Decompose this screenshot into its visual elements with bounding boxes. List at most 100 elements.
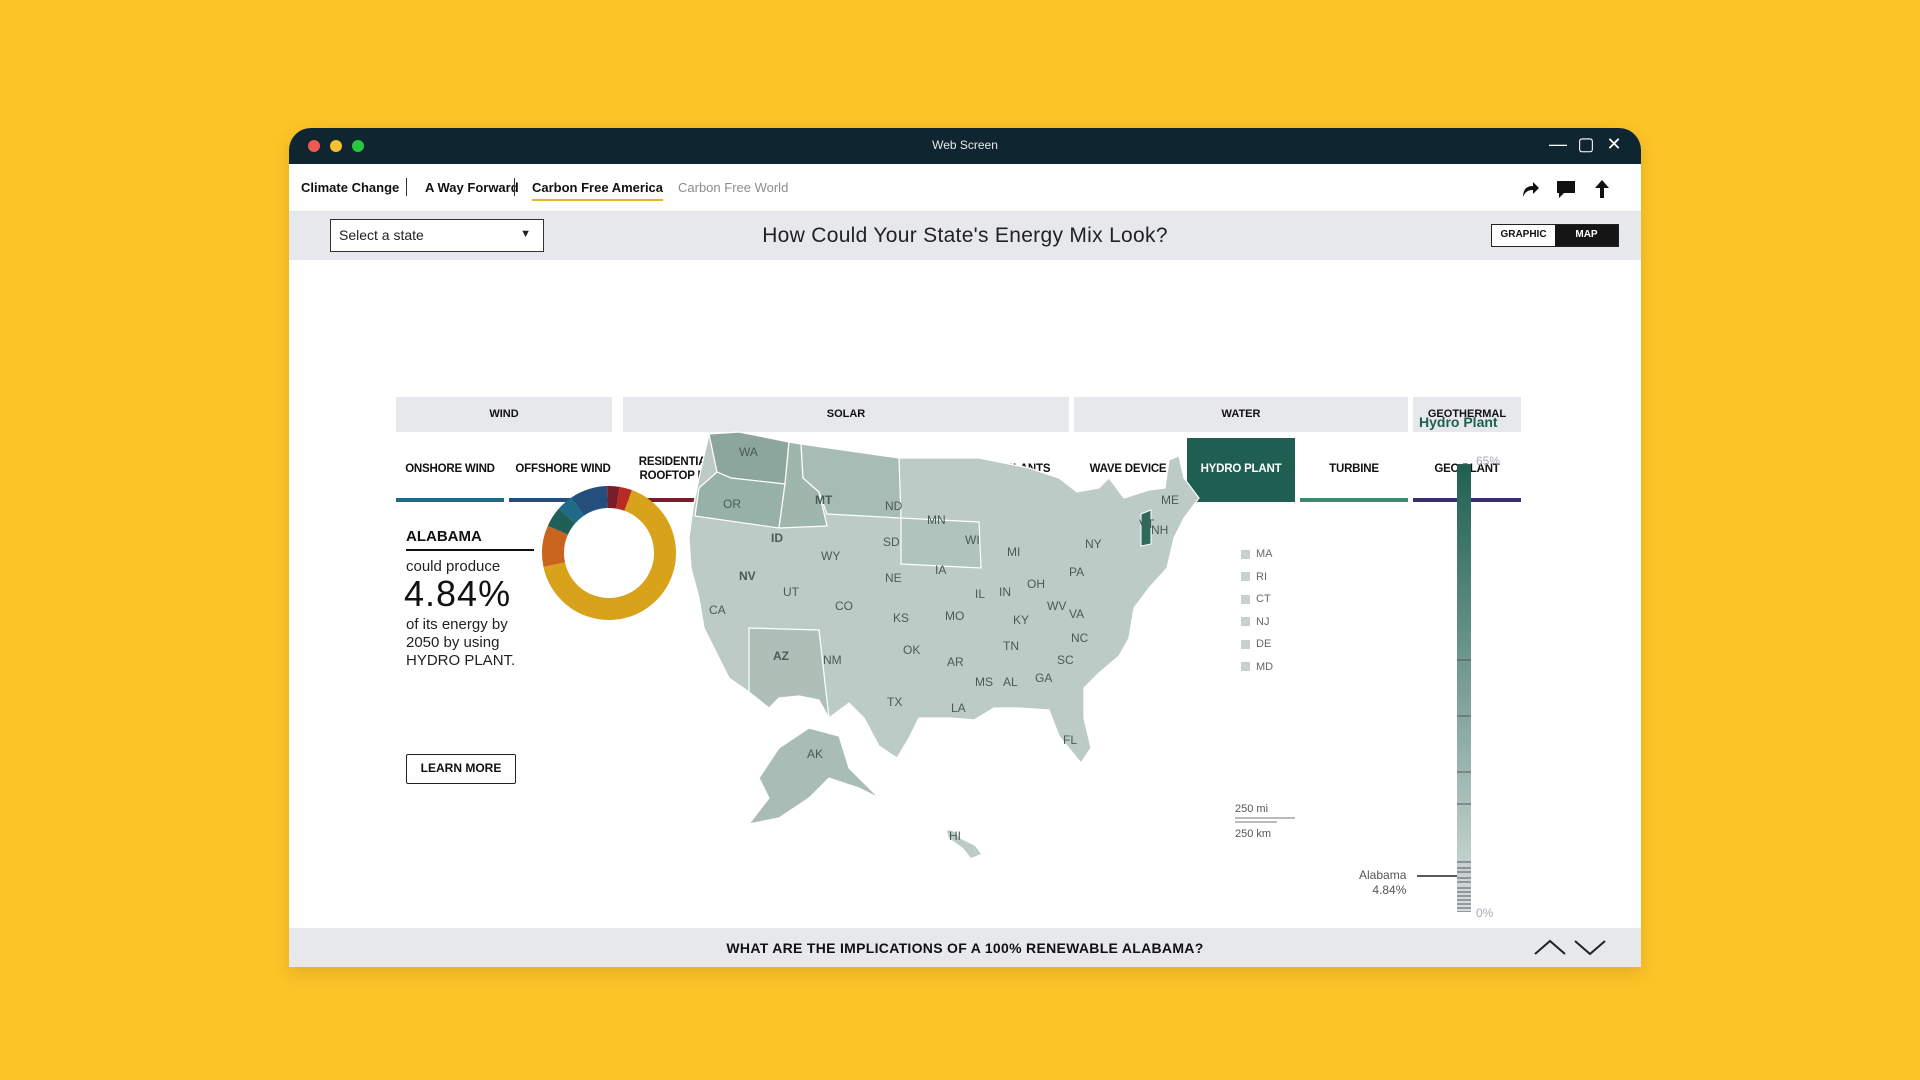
bottom-bar: WHAT ARE THE IMPLICATIONS OF A 100% RENE…	[289, 928, 1641, 967]
state-label-al: AL	[1003, 675, 1018, 689]
title-bar: Web Screen ― ▢ ✕	[289, 128, 1641, 164]
minimize-traffic-light[interactable]	[330, 140, 342, 152]
category-tab-turbine[interactable]: TURBINE	[1300, 438, 1408, 502]
legend-swatch	[1241, 662, 1250, 672]
state-underline	[406, 549, 534, 551]
state-label-sc: SC	[1057, 653, 1074, 667]
zoom-traffic-light[interactable]	[352, 140, 364, 152]
state-label-nd: ND	[885, 499, 903, 513]
toggle-graphic[interactable]: GRAPHIC	[1492, 225, 1555, 246]
comment-icon[interactable]	[1555, 178, 1577, 200]
state-label-ok: OK	[903, 643, 920, 657]
state-label-mt: MT	[815, 493, 833, 507]
category-tab-label: ONSHORE WIND	[405, 463, 495, 476]
chevron-up-icon[interactable]	[1531, 936, 1569, 958]
state-label-ia: IA	[935, 563, 946, 577]
northeast-state-legend: MA RI CT NJ DE MD	[1241, 543, 1273, 678]
share-icon[interactable]	[1518, 178, 1540, 200]
state-select-value: Select a state	[339, 227, 424, 243]
dropdown-arrow-icon: ▼	[520, 228, 531, 240]
state-label-co: CO	[835, 599, 853, 613]
ne-legend-item[interactable]: MD	[1241, 656, 1273, 679]
close-traffic-light[interactable]	[308, 140, 320, 152]
category-tab-onshore-wind[interactable]: ONSHORE WIND	[396, 438, 504, 502]
category-color-line	[1300, 498, 1408, 502]
state-label-mi: MI	[1007, 545, 1020, 559]
browser-window: Web Screen ― ▢ ✕ Climate Change A Way Fo…	[289, 128, 1641, 967]
learn-more-button[interactable]: LEARN MORE	[406, 754, 516, 784]
state-label-mo: MO	[945, 609, 964, 623]
page-title: How Could Your State's Energy Mix Look?	[762, 224, 1168, 247]
state-label-ks: KS	[893, 611, 909, 625]
ne-legend-item[interactable]: CT	[1241, 588, 1273, 611]
state-label-tn: TN	[1003, 639, 1019, 653]
scale-max-label: 65%	[1476, 454, 1501, 468]
category-tab-label: WAVE DEVICE	[1089, 463, 1167, 476]
state-label-ms: MS	[975, 675, 993, 689]
group-geothermal: GEOTHERMAL	[1413, 397, 1521, 432]
state-label-va: VA	[1069, 607, 1084, 621]
ne-legend-item[interactable]: DE	[1241, 633, 1273, 656]
legend-swatch	[1241, 617, 1250, 627]
ne-legend-item[interactable]: RI	[1241, 566, 1273, 589]
category-tab-hydro-plant[interactable]: HYDRO PLANT	[1187, 438, 1295, 502]
category-tab-label: TURBINE	[1329, 463, 1379, 476]
category-color-line	[396, 498, 504, 502]
us-map[interactable]: WA OR CA NV ID MT WY UT AZ CO NM ND SD NE KS OK TX MN IA MO…	[679, 418, 1239, 918]
top-nav: Climate Change A Way Forward Carbon Free…	[289, 164, 1641, 212]
state-label-nh: NH	[1151, 523, 1168, 537]
maximize-icon[interactable]: ▢	[1577, 134, 1595, 154]
state-hi[interactable]	[947, 830, 981, 858]
state-label-id: ID	[771, 531, 783, 545]
legend-swatch	[1241, 549, 1250, 559]
state-sd[interactable]	[900, 517, 982, 569]
scale-km-label: 250 km	[1235, 828, 1272, 840]
state-label-wa: WA	[739, 445, 758, 459]
nav-carbon-free-america[interactable]: Carbon Free America	[532, 180, 664, 201]
bottom-question[interactable]: WHAT ARE THE IMPLICATIONS OF A 100% RENE…	[726, 940, 1204, 956]
state-label-ga: GA	[1035, 671, 1052, 685]
category-color-line	[622, 498, 730, 502]
category-tab-offshore-wind[interactable]: OFFSHORE WIND	[509, 438, 617, 502]
close-icon[interactable]: ✕	[1606, 134, 1622, 154]
state-label-ak: AK	[807, 747, 823, 761]
energy-description: of its energy by 2050 by using HYDRO PLA…	[406, 616, 516, 669]
could-produce-text: could produce	[406, 558, 501, 575]
nav-a-way-forward[interactable]: A Way Forward	[425, 180, 519, 195]
donut-segment	[607, 486, 620, 509]
ne-legend-item[interactable]: MA	[1241, 543, 1273, 566]
state-label-nm: NM	[823, 653, 842, 667]
state-label-nv: NV	[739, 569, 756, 583]
state-label-pa: PA	[1069, 565, 1084, 579]
donut-segment	[542, 525, 569, 567]
view-toggle: GRAPHIC MAP	[1491, 224, 1619, 247]
state-label-ny: NY	[1085, 537, 1102, 551]
state-label-la: LA	[951, 701, 966, 715]
scale-mi-label: 250 mi	[1235, 803, 1269, 815]
state-label-mn: MN	[927, 513, 946, 527]
legend-swatch	[1241, 572, 1250, 582]
map-scale: 250 mi 250 km	[1231, 803, 1301, 840]
ne-legend-item[interactable]: NJ	[1241, 611, 1273, 634]
minimize-icon[interactable]: ―	[1549, 134, 1567, 154]
state-label-vt: VT	[1139, 517, 1155, 531]
upload-icon[interactable]	[1591, 178, 1613, 200]
toggle-map[interactable]: MAP	[1555, 225, 1618, 246]
state-az[interactable]	[748, 627, 830, 719]
state-label-or: OR	[723, 497, 741, 511]
hydro-scale-bar	[1457, 464, 1471, 912]
state-select[interactable]: Select a state ▼	[330, 219, 544, 252]
state-label-az: AZ	[773, 649, 789, 663]
nav-carbon-free-world[interactable]: Carbon Free World	[678, 180, 789, 195]
state-mt[interactable]	[800, 443, 902, 519]
nav-climate-change[interactable]: Climate Change	[301, 180, 400, 195]
chevron-down-icon[interactable]	[1571, 936, 1609, 958]
state-label-in: IN	[999, 585, 1011, 599]
category-tab-residential-rooftop-pv[interactable]: RESIDENTIAL ROOFTOP PV	[622, 438, 730, 502]
state-ak[interactable]	[747, 727, 880, 825]
state-vt[interactable]	[1140, 509, 1152, 547]
window-title: Web Screen	[932, 138, 998, 152]
donut-segment	[615, 486, 632, 511]
state-label-oh: OH	[1027, 577, 1045, 591]
state-label-hi: HI	[949, 829, 961, 843]
